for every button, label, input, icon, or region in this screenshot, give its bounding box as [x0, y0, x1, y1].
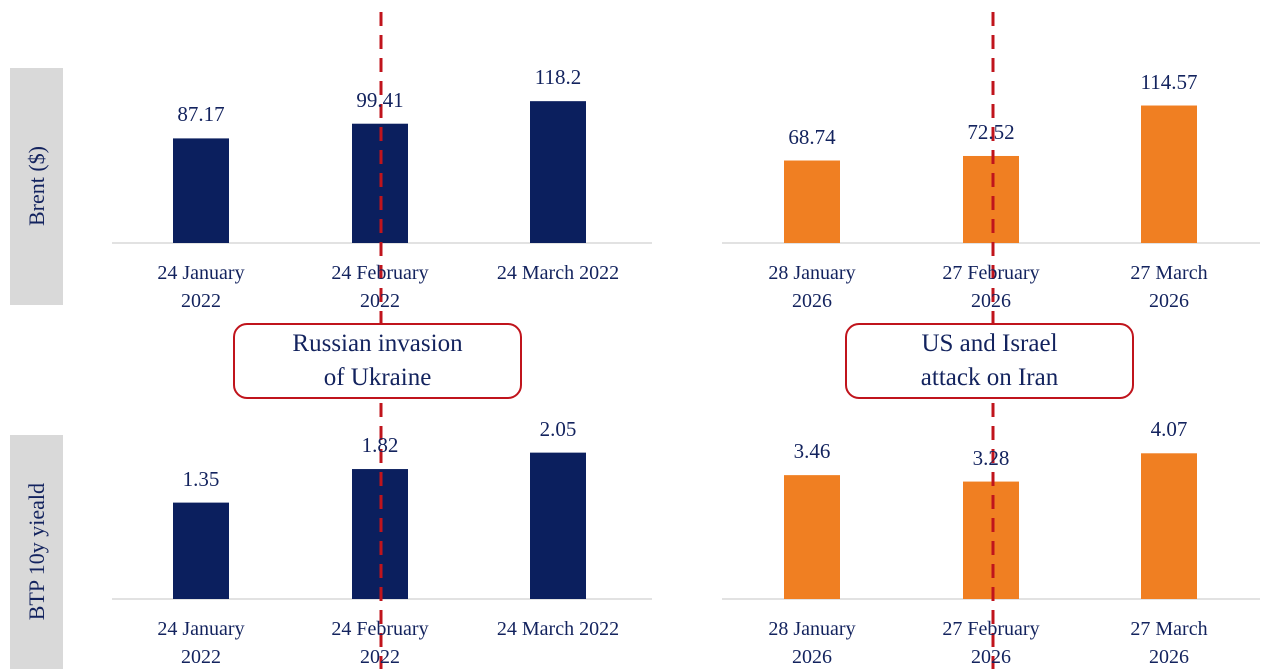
value-label: 118.2: [534, 65, 582, 90]
value-label: 1.35: [182, 466, 220, 491]
bar: [784, 160, 840, 243]
value-label: 99.41: [356, 87, 404, 112]
bar: [352, 469, 408, 599]
value-label: 1.82: [361, 433, 399, 458]
row-label: Brent ($): [10, 68, 63, 305]
x-tick-label: 28 January 2026: [768, 262, 856, 312]
bar: [963, 481, 1019, 599]
x-tick-label: 24 March 2022: [496, 262, 620, 284]
value-label: 72.52: [967, 119, 1015, 144]
bar: [784, 475, 840, 599]
value-label: 2.05: [539, 416, 577, 441]
x-tick-label: 27 February 2026: [942, 262, 1040, 312]
value-label: 3.28: [972, 445, 1010, 470]
x-tick-label: 28 January 2026: [768, 618, 856, 668]
x-tick-label: 24 March 2022: [496, 618, 620, 640]
x-tick-label: 27 March 2026: [1130, 262, 1208, 312]
bar: [530, 452, 586, 599]
x-tick-label: 27 March 2026: [1130, 618, 1208, 668]
row-label: BTP 10y yieald: [10, 435, 63, 669]
bar: [173, 502, 229, 599]
row-label-text: BTP 10y yieald: [23, 483, 49, 621]
bar: [1141, 453, 1197, 599]
x-tick-label: 24 February 2022: [331, 262, 429, 312]
bar: [1141, 105, 1197, 244]
annotation: Russian invasion of Ukraine: [233, 323, 522, 399]
value-label: 87.17: [177, 102, 225, 127]
x-tick-label: 24 January 2022: [157, 262, 245, 312]
bar: [963, 155, 1019, 243]
bar: [530, 101, 586, 243]
value-label: 68.74: [788, 124, 836, 149]
x-tick-label: 24 February 2022: [331, 618, 429, 668]
value-label: 114.57: [1140, 69, 1198, 94]
annotation: US and Israel attack on Iran: [845, 323, 1134, 399]
value-label: 3.46: [793, 439, 831, 464]
bar: [173, 138, 229, 243]
value-label: 4.07: [1150, 417, 1188, 442]
x-tick-label: 27 February 2026: [942, 618, 1040, 668]
row-label-text: Brent ($): [23, 146, 49, 227]
x-tick-label: 24 January 2022: [157, 618, 245, 668]
